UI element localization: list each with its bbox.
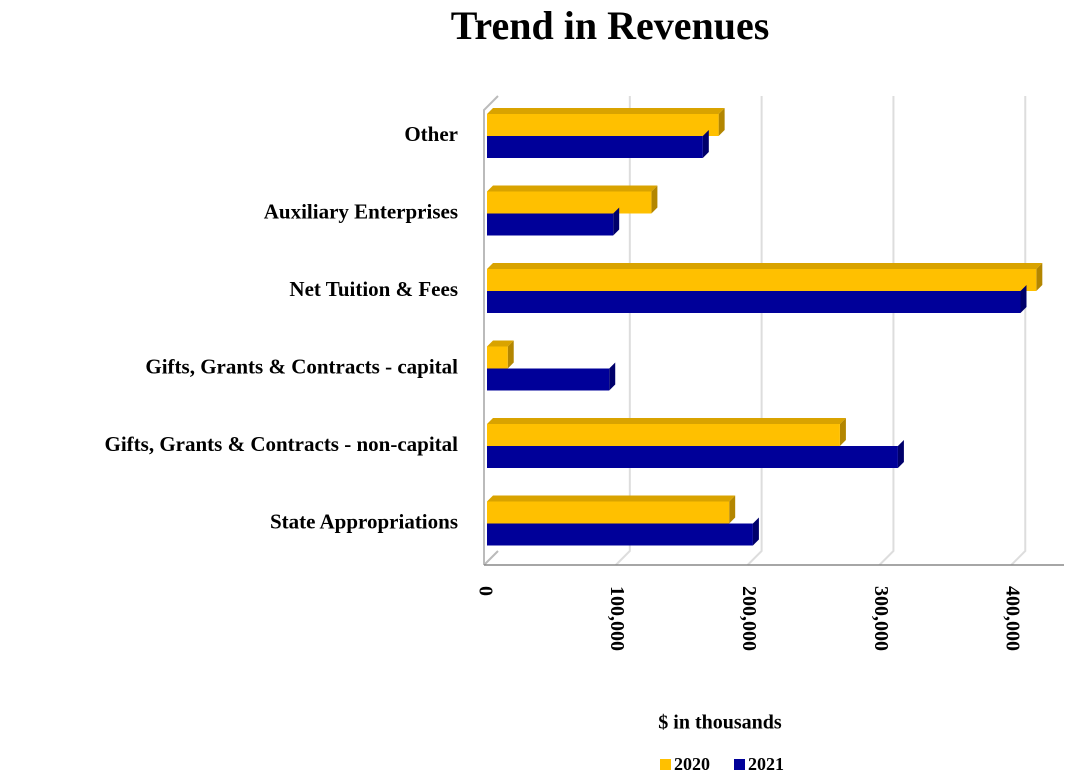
legend-label: 2021	[748, 754, 784, 774]
bar-top	[487, 495, 736, 502]
y-tick-label: Auxiliary Enterprises	[264, 199, 458, 223]
bar-side	[609, 362, 616, 391]
bar	[487, 291, 1021, 313]
bar-side	[839, 418, 846, 446]
bar-side	[752, 517, 759, 546]
grid-line	[615, 96, 631, 566]
bar-side	[651, 185, 658, 214]
bar-top	[487, 263, 1043, 269]
bar-side	[729, 495, 736, 524]
axis-floor	[483, 550, 499, 566]
grid-line	[878, 96, 895, 566]
bar-top	[487, 340, 514, 347]
bar	[487, 269, 1037, 291]
bar-side	[613, 207, 620, 236]
bar	[487, 114, 719, 136]
y-tick-label: State Appropriations	[270, 509, 458, 533]
bar-side	[897, 440, 904, 468]
bar	[487, 136, 703, 158]
bar-side	[718, 108, 725, 136]
bar-side	[702, 130, 709, 158]
y-tick-label: Net Tuition & Fees	[289, 277, 458, 301]
grid-line	[1010, 96, 1027, 566]
y-tick-label: Gifts, Grants & Contracts - capital	[145, 354, 458, 378]
bar	[487, 523, 753, 546]
legend-swatch	[660, 759, 671, 770]
grid-line	[746, 96, 763, 566]
x-tick-label: 200,000	[738, 586, 760, 651]
bar	[487, 191, 652, 214]
bar	[487, 346, 508, 369]
axis-wall	[483, 95, 499, 565]
y-tick-label: Other	[404, 122, 458, 146]
legend-label: 2020	[674, 754, 710, 774]
bar	[487, 424, 840, 446]
bar-side	[1020, 285, 1027, 313]
x-tick-label: 300,000	[870, 586, 892, 651]
legend-swatch	[734, 759, 745, 770]
bar-side	[507, 340, 514, 369]
bar	[487, 368, 610, 391]
y-tick-label: Gifts, Grants & Contracts - non-capital	[105, 432, 459, 456]
bar	[487, 446, 898, 468]
x-tick-label: 0	[474, 586, 496, 596]
x-tick-label: 100,000	[606, 586, 628, 651]
x-tick-label: 400,000	[1002, 586, 1024, 651]
x-axis-label: $ in thousands	[658, 712, 782, 734]
bar	[487, 501, 730, 524]
bar-top	[487, 108, 725, 114]
bar-top	[487, 185, 658, 192]
chart-title: Trend in Revenues	[451, 3, 770, 48]
bar-side	[1036, 263, 1043, 291]
bar	[487, 213, 614, 236]
bar-top	[487, 418, 846, 424]
